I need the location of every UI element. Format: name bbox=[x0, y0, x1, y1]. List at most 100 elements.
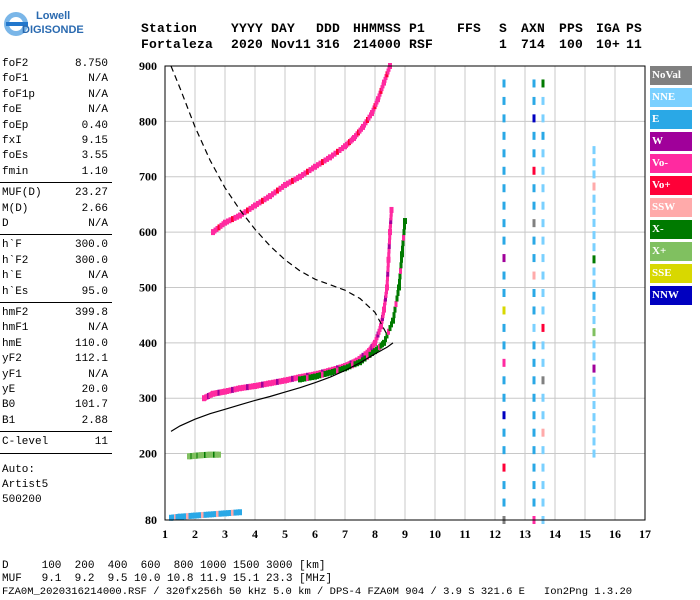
param-name: B0 bbox=[2, 399, 16, 412]
param-row-fxI: fxI 9.15 bbox=[2, 135, 108, 149]
trace-point bbox=[208, 511, 212, 518]
trace-point bbox=[336, 367, 339, 374]
param-value: 95.0 bbox=[81, 285, 108, 298]
trace-point bbox=[231, 386, 234, 393]
trace-point bbox=[233, 509, 237, 516]
trace-point bbox=[363, 351, 367, 358]
scatter-point bbox=[532, 306, 536, 315]
scatter-point bbox=[532, 79, 536, 88]
trace-point bbox=[388, 325, 392, 332]
param-name: M(D) bbox=[2, 202, 29, 215]
trace-point bbox=[386, 256, 391, 263]
scatter-point bbox=[541, 411, 545, 420]
param-row-hmF1: hmF1 N/A bbox=[2, 322, 108, 336]
scatter-point bbox=[541, 498, 545, 507]
scatter-point bbox=[541, 96, 545, 105]
param-name: C-level bbox=[2, 436, 49, 449]
scatter-point bbox=[592, 146, 596, 155]
trace-point bbox=[251, 383, 254, 390]
scatter-point bbox=[541, 79, 545, 88]
logo-line1: Lowell bbox=[36, 10, 71, 22]
trace-e-region bbox=[169, 509, 242, 521]
scatter-point bbox=[541, 393, 545, 402]
trace-point bbox=[246, 207, 249, 214]
scatter-point bbox=[541, 289, 545, 297]
trace-point bbox=[400, 251, 404, 258]
scatter-point bbox=[541, 254, 545, 263]
trace-point bbox=[363, 355, 367, 362]
trace-point bbox=[278, 378, 282, 385]
scatter-point bbox=[532, 166, 536, 175]
profile-line bbox=[170, 342, 394, 432]
scatter-point bbox=[541, 166, 545, 175]
legend-item-w: W bbox=[650, 132, 692, 151]
trace-point bbox=[263, 381, 267, 388]
scatter-point bbox=[532, 376, 536, 385]
trace-point bbox=[397, 284, 401, 291]
legend-item-noval: NoVal bbox=[650, 66, 692, 85]
scatter-point bbox=[502, 463, 506, 472]
scatter-point bbox=[532, 131, 536, 140]
scatter-point bbox=[592, 352, 596, 361]
row2-3: 316 bbox=[316, 37, 341, 52]
param-value: 23.27 bbox=[74, 187, 108, 200]
param-name: foF1p bbox=[2, 88, 36, 101]
trace-point bbox=[387, 247, 391, 254]
scatter-point bbox=[532, 358, 536, 367]
param-row-foEs: foEs 3.55 bbox=[2, 150, 108, 164]
trace-point bbox=[383, 302, 386, 309]
trace-point bbox=[357, 355, 361, 362]
trace-point bbox=[233, 214, 237, 221]
trace-point bbox=[394, 301, 398, 308]
scatter-point bbox=[541, 114, 545, 123]
param-value: N/A bbox=[88, 322, 108, 335]
trace-point bbox=[210, 391, 213, 398]
trace-point bbox=[215, 390, 219, 397]
trace-point bbox=[276, 187, 279, 194]
trace-point bbox=[348, 363, 352, 370]
scatter-point bbox=[592, 158, 596, 167]
param-name: h`Es bbox=[2, 285, 29, 298]
param-name: foF1 bbox=[2, 73, 29, 86]
trace-point bbox=[318, 372, 322, 379]
trace-point bbox=[391, 317, 395, 324]
param-name: fxI bbox=[2, 135, 22, 147]
y-tick-label: 300 bbox=[139, 391, 157, 405]
y-tick-label: 200 bbox=[139, 447, 157, 461]
trace-point bbox=[321, 371, 324, 378]
auto-line-1: Artist5 bbox=[2, 478, 49, 491]
param-value: 2.88 bbox=[81, 414, 108, 427]
trace-point bbox=[188, 512, 192, 519]
trace-point bbox=[316, 372, 319, 379]
scatter-point bbox=[592, 328, 596, 337]
scatter-point bbox=[502, 428, 506, 437]
param-row-foE: foE N/A bbox=[2, 104, 108, 118]
trace-point bbox=[381, 82, 385, 89]
trace-point bbox=[402, 229, 406, 236]
param-row-D: D N/A bbox=[2, 218, 108, 232]
trace-point bbox=[395, 295, 399, 302]
scatter-point bbox=[532, 254, 536, 263]
trace-point bbox=[303, 170, 307, 177]
trace-point bbox=[177, 513, 180, 520]
scatter-point bbox=[592, 388, 596, 397]
trace-point bbox=[361, 352, 365, 359]
scatter-point bbox=[502, 79, 506, 88]
param-row-yF2: yF2 112.1 bbox=[2, 353, 108, 367]
scatter-point bbox=[541, 341, 545, 350]
trace-point bbox=[193, 512, 197, 519]
trace-point bbox=[298, 376, 302, 383]
row2-10: 11 bbox=[626, 37, 643, 52]
trace-point bbox=[216, 451, 219, 458]
scatter-point bbox=[541, 149, 545, 158]
scatter-point bbox=[532, 323, 536, 332]
param-value: 8.750 bbox=[74, 58, 108, 70]
trace-point bbox=[266, 194, 269, 201]
row1-2: DAY bbox=[271, 21, 296, 36]
trace-point bbox=[217, 224, 221, 231]
trace-point bbox=[238, 385, 242, 392]
trace-point bbox=[386, 266, 390, 273]
digisonde-logo: Lowell DIGISONDE bbox=[2, 2, 84, 46]
trace-point bbox=[387, 65, 391, 72]
